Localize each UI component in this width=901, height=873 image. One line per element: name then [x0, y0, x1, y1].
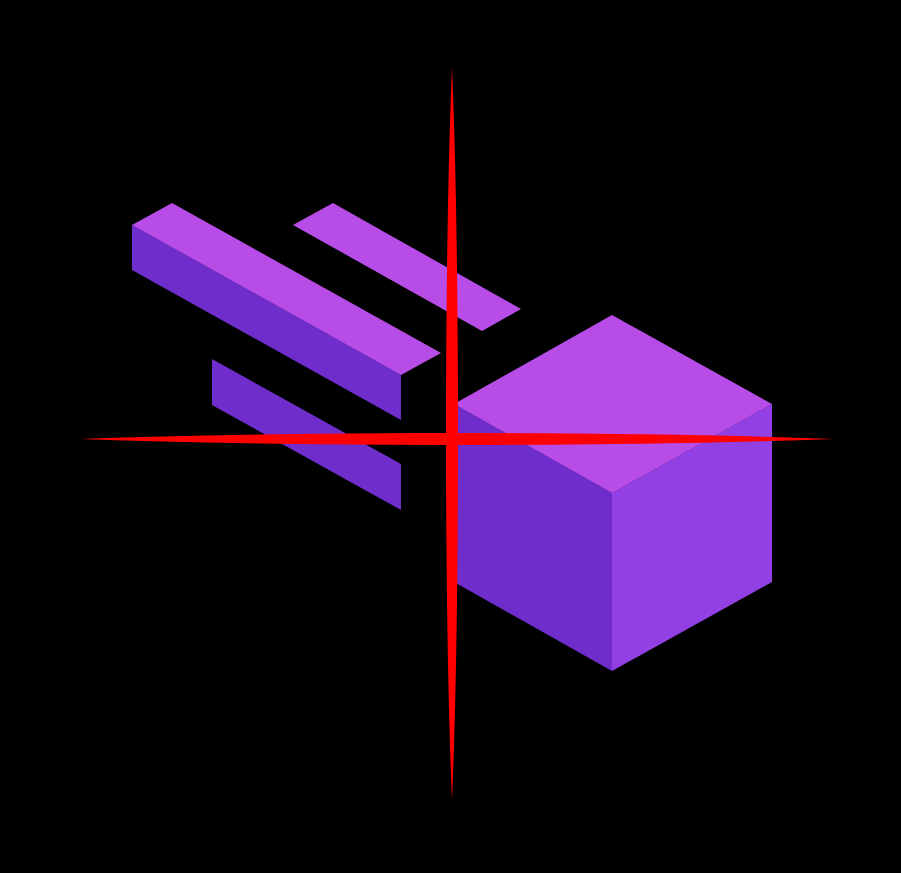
speed-line-thin	[293, 203, 521, 331]
speed-line-long	[132, 203, 441, 420]
speed-line-long-side-face	[132, 225, 401, 420]
cube-right-face	[612, 404, 772, 671]
speed-line-thin-top-face	[293, 203, 521, 331]
speed-line-long-top-face	[132, 203, 441, 375]
cube-left-face	[454, 404, 612, 671]
crosshair-horizontal-line	[80, 433, 834, 445]
crosshair-icon	[80, 68, 834, 800]
cube	[454, 315, 772, 671]
cube-top-face	[454, 315, 772, 493]
